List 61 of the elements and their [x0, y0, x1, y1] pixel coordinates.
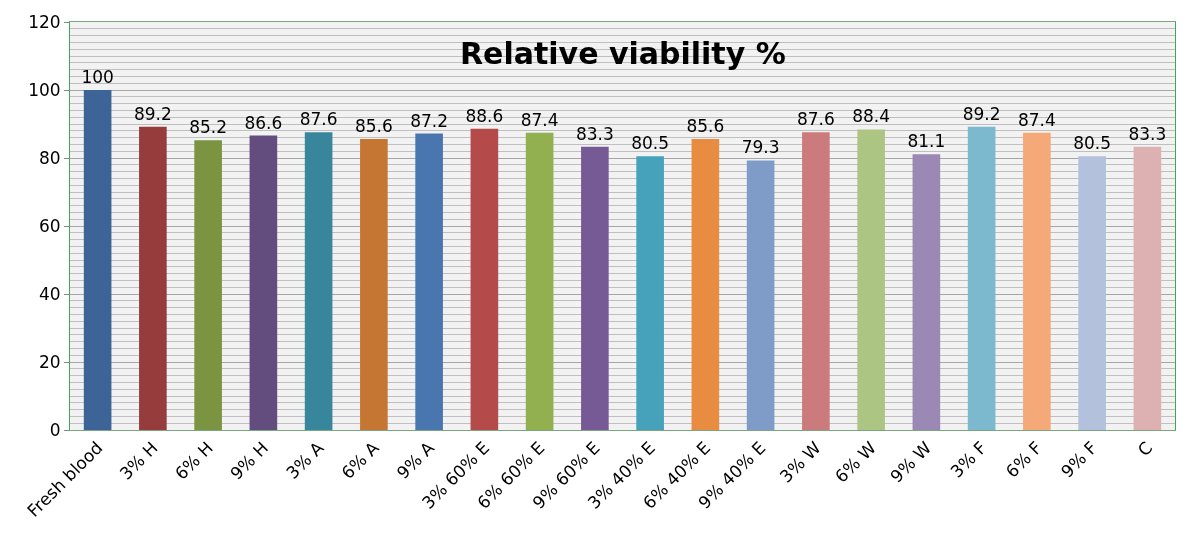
data-label: 87.4: [1017, 109, 1056, 130]
data-label: 88.6: [465, 105, 504, 126]
bar: [1133, 146, 1162, 430]
y-tick-label: 40: [38, 283, 61, 304]
data-label: 87.6: [796, 109, 835, 130]
data-label: 100: [81, 67, 114, 87]
data-label: 87.4: [520, 109, 559, 130]
x-tick-label: 3% W: [775, 437, 825, 487]
bar: [249, 135, 278, 430]
data-label: 86.6: [244, 112, 283, 133]
x-tick-label: 6% W: [831, 437, 881, 487]
x-tick-label: 6% H: [170, 437, 217, 484]
x-tick-label: 3% A: [282, 437, 328, 483]
data-label: 89.2: [133, 103, 172, 124]
bar: [581, 146, 609, 430]
bar: [1078, 156, 1106, 430]
y-tick-label: 80: [38, 147, 61, 168]
data-label: 87.2: [410, 110, 449, 131]
data-label: 89.2: [962, 103, 1001, 124]
data-label: 88.4: [852, 106, 891, 127]
data-label: 87.6: [299, 109, 338, 130]
bar: [746, 160, 775, 430]
data-label: 81.1: [907, 131, 946, 152]
bar: [967, 126, 996, 430]
bar: [636, 156, 664, 430]
y-tick-label: 20: [38, 351, 61, 372]
y-tick-label: 0: [49, 419, 61, 440]
data-label: 85.6: [354, 115, 393, 136]
x-tick-label: 9% F: [1057, 437, 1101, 482]
x-tick-label: 6% A: [337, 437, 383, 483]
data-label: 79.3: [741, 137, 780, 158]
data-label: 80.5: [631, 133, 670, 154]
data-label: 85.6: [686, 115, 725, 136]
bar: [360, 138, 388, 430]
bar: [802, 132, 830, 430]
bar: [912, 154, 941, 430]
y-tick-label: 60: [38, 215, 61, 236]
x-tick-label: 9% H: [226, 437, 273, 484]
data-label: 85.2: [189, 117, 228, 138]
data-label: 83.3: [575, 123, 614, 144]
x-tick-label: 3% F: [946, 437, 991, 482]
bar: [194, 140, 222, 430]
y-tick-label: 100: [28, 79, 61, 100]
x-tick-label: 3% H: [115, 437, 162, 484]
bar: [83, 90, 112, 430]
x-tick-label: C: [1133, 437, 1157, 461]
bar: [415, 133, 443, 430]
data-label: 83.3: [1128, 123, 1167, 144]
bar: [691, 138, 720, 430]
data-label: 80.5: [1073, 133, 1112, 154]
x-tick-label: 9% W: [886, 437, 936, 487]
x-tick-label: 6% F: [1001, 437, 1046, 482]
bar: [1023, 132, 1051, 430]
bar: [857, 129, 885, 430]
x-tick-label: 9% A: [392, 437, 439, 483]
bar: [525, 132, 554, 430]
y-tick-label: 120: [28, 11, 61, 32]
bar: [470, 128, 499, 430]
bar: [139, 126, 167, 430]
text: Relative viability %: [460, 36, 786, 71]
bar: [304, 132, 333, 430]
